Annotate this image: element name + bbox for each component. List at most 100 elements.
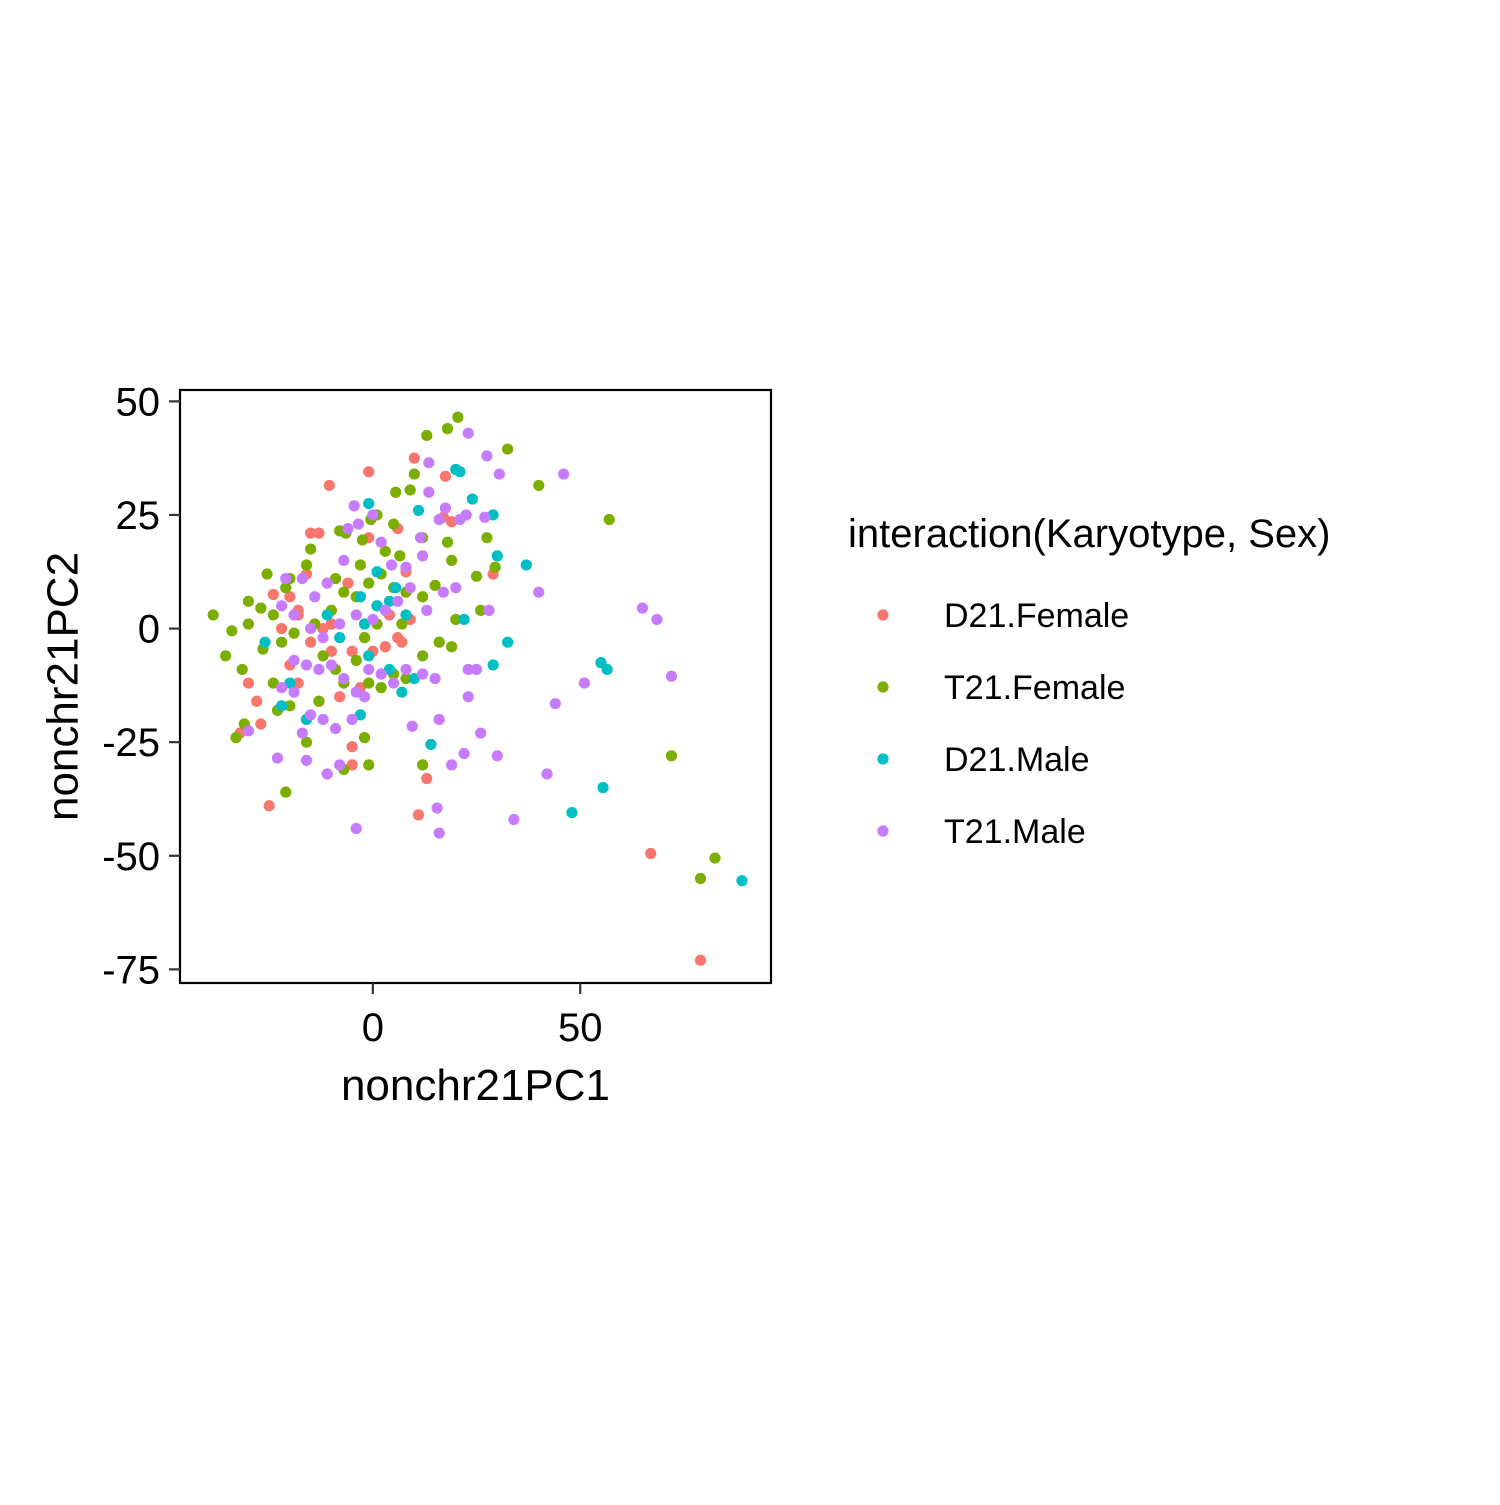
point-t21-female-76	[379, 545, 391, 557]
x-axis-title: nonchr21PC1	[341, 1061, 610, 1110]
point-d21-female-3	[439, 470, 452, 482]
point-t21-male-19	[321, 577, 333, 589]
point-t21-male-52	[329, 722, 342, 735]
x-axis: 0 50	[362, 983, 602, 1050]
point-t21-female-6	[390, 486, 402, 498]
point-d21-female-17	[346, 645, 358, 657]
point-d21-female-36	[412, 809, 425, 821]
point-t21-male-67	[321, 768, 333, 780]
point-t21-female-70	[358, 732, 371, 744]
legend-items: D21.Female T21.Female D21.Male T21.Male	[877, 597, 1129, 851]
point-t21-male-6	[439, 502, 452, 514]
point-d21-male-27	[502, 636, 514, 648]
point-t21-male-82	[454, 513, 466, 526]
point-t21-male-2	[423, 457, 435, 469]
legend-key-3	[877, 825, 889, 837]
point-t21-female-62	[433, 636, 445, 648]
point-t21-female-34	[267, 609, 279, 621]
point-d21-male-16	[396, 686, 408, 698]
point-t21-male-69	[431, 802, 443, 814]
point-t21-male-35	[450, 582, 462, 594]
point-t21-female-3	[502, 443, 514, 455]
point-t21-female-57	[363, 677, 375, 689]
point-t21-male-70	[433, 827, 445, 839]
point-t21-male-13	[375, 536, 387, 548]
point-t21-female-58	[375, 682, 387, 694]
point-d21-female-23	[317, 622, 329, 635]
point-t21-male-61	[446, 759, 458, 771]
point-d21-female-35	[421, 772, 433, 785]
point-t21-male-74	[578, 677, 590, 689]
point-t21-female-31	[236, 663, 248, 676]
point-t21-female-78	[329, 572, 342, 585]
point-t21-male-53	[346, 713, 358, 726]
point-d21-male-18	[425, 738, 437, 751]
point-t21-male-83	[483, 604, 495, 616]
point-t21-female-63	[450, 613, 462, 626]
point-t21-male-66	[296, 727, 308, 739]
point-t21-male-34	[437, 586, 449, 598]
point-d21-female-37	[645, 847, 657, 860]
point-t21-male-43	[375, 668, 387, 680]
point-d21-male-26	[487, 659, 499, 671]
point-t21-male-50	[305, 709, 317, 721]
plot-panel-border	[178, 388, 773, 985]
point-t21-male-10	[352, 518, 364, 530]
point-t21-male-57	[462, 691, 474, 703]
point-t21-female-20	[470, 570, 483, 582]
point-t21-male-11	[342, 522, 354, 535]
point-d21-male-33	[383, 595, 396, 607]
point-d21-male-13	[358, 618, 371, 630]
point-d21-female-12	[267, 588, 279, 601]
point-t21-female-45	[417, 591, 429, 603]
point-t21-female-41	[363, 577, 375, 589]
point-t21-female-69	[363, 759, 375, 771]
point-t21-female-66	[230, 732, 242, 744]
legend-label-0: D21.Female	[944, 597, 1129, 635]
legend-label-2: D21.Male	[944, 741, 1090, 779]
point-d21-male-1	[454, 466, 466, 478]
point-t21-male-56	[470, 663, 483, 676]
point-t21-female-18	[446, 554, 458, 567]
point-t21-female-33	[255, 602, 267, 614]
point-d21-male-25	[458, 613, 470, 626]
point-d21-male-17	[408, 672, 420, 685]
point-t21-male-29	[367, 613, 379, 626]
point-t21-male-76	[636, 602, 649, 614]
point-t21-female-61	[417, 650, 429, 662]
point-t21-female-39	[338, 586, 350, 598]
point-t21-male-1	[481, 450, 493, 462]
point-t21-female-7	[408, 468, 420, 480]
point-t21-female-67	[280, 786, 292, 798]
point-t21-female-16	[441, 536, 454, 548]
point-t21-male-41	[350, 686, 362, 698]
x-tick-label-0: 0	[362, 1006, 384, 1050]
point-t21-male-27	[334, 618, 346, 630]
point-t21-male-54	[358, 691, 371, 703]
point-t21-male-31	[392, 595, 404, 607]
point-t21-female-56	[350, 654, 362, 666]
point-t21-male-80	[334, 759, 346, 771]
point-t21-female-28	[207, 609, 219, 621]
point-t21-female-35	[276, 636, 288, 648]
point-d21-male-32	[736, 875, 748, 887]
point-d21-male-12	[371, 600, 383, 612]
point-t21-male-79	[242, 725, 255, 737]
point-t21-male-14	[385, 559, 398, 571]
point-t21-male-59	[491, 750, 503, 762]
point-d21-female-5	[313, 527, 325, 539]
point-t21-female-1	[441, 423, 454, 435]
point-t21-female-4	[533, 479, 545, 492]
point-t21-female-17	[481, 532, 493, 544]
point-t21-male-65	[271, 752, 284, 764]
y-axis-title: nonchr21PC2	[38, 552, 87, 821]
point-d21-female-15	[305, 636, 317, 648]
point-t21-female-53	[313, 695, 325, 707]
point-d21-male-8	[390, 582, 402, 594]
point-t21-female-52	[300, 736, 313, 748]
point-d21-female-29	[334, 691, 346, 703]
point-d21-male-31	[597, 782, 609, 794]
point-t21-male-20	[309, 591, 321, 603]
point-t21-male-72	[541, 768, 553, 780]
point-t21-female-21	[603, 513, 615, 526]
